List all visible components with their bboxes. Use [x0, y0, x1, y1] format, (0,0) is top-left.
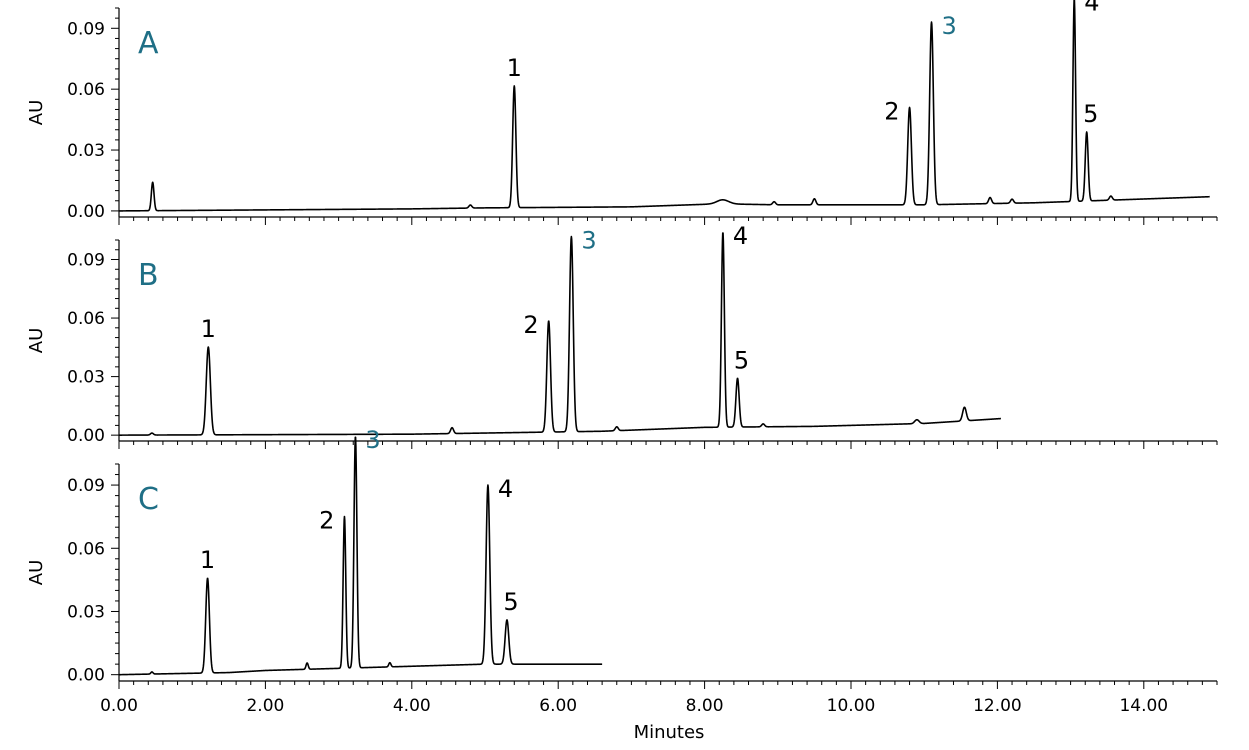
- y-tick-label: 0.00: [67, 426, 105, 446]
- peak-label: 3: [581, 227, 596, 255]
- peak-label: 2: [523, 311, 538, 339]
- peak-label: 3: [365, 426, 380, 454]
- y-tick-label: 0.06: [67, 309, 105, 329]
- y-axis-label: AU: [26, 560, 47, 586]
- y-tick-label: 0.00: [67, 666, 105, 686]
- x-tick-label: 4.00: [393, 696, 431, 716]
- chromatogram-trace-a: [118, 0, 1211, 212]
- x-tick-label: 14.00: [1119, 696, 1168, 716]
- x-axis-label: Minutes: [634, 722, 705, 743]
- y-axis-label: AU: [26, 328, 47, 354]
- y-tick-label: 0.06: [67, 539, 105, 559]
- y-tick-label: 0.03: [67, 141, 105, 161]
- peak-label: 3: [942, 12, 957, 40]
- panel-letter: C: [138, 482, 159, 517]
- chromatogram-trace-b: [118, 232, 1002, 436]
- peak-label: 1: [507, 54, 522, 82]
- peak-label: 1: [201, 315, 216, 343]
- peak-label: 1: [200, 546, 215, 574]
- y-tick-label: 0.09: [67, 476, 105, 496]
- panel-letter: B: [138, 258, 159, 293]
- y-tick-label: 0.00: [67, 202, 105, 222]
- x-tick-label: 2.00: [246, 696, 284, 716]
- panel-c: 0.000.030.060.090.00 2.00 4.00 6.00 8.00 10.0…: [26, 426, 1218, 743]
- peak-label: 5: [503, 588, 518, 616]
- peak-label: 4: [733, 222, 748, 250]
- y-tick-label: 0.03: [67, 368, 105, 388]
- panel-a: 0.00 0.03 0.06 0.09 AU A 1 2 3 4 5: [26, 0, 1218, 225]
- peak-label: 4: [1084, 0, 1099, 16]
- chromatogram-trace-c: [118, 436, 603, 676]
- peak-label: 2: [319, 507, 334, 535]
- y-tick-label: 0.09: [67, 19, 105, 39]
- y-tick-label: 0.06: [67, 80, 105, 100]
- x-tick-label: 8.00: [686, 696, 724, 716]
- x-tick-label: 6.00: [539, 696, 577, 716]
- peak-label: 4: [498, 475, 513, 503]
- y-axis-label: AU: [26, 100, 47, 126]
- peak-label: 5: [1083, 100, 1098, 128]
- x-tick-label: 0.00: [100, 696, 138, 716]
- x-tick-label: 10.00: [827, 696, 876, 716]
- peak-label: 2: [884, 97, 899, 125]
- peak-label: 5: [734, 346, 749, 374]
- y-tick-label: 0.03: [67, 602, 105, 622]
- panel-b: 0.00 0.03 0.06 0.09 AU B 1 2 3 4 5: [26, 222, 1218, 449]
- y-tick-label: 0.09: [67, 251, 105, 271]
- panel-letter: A: [138, 26, 159, 61]
- x-tick-label: 12.00: [973, 696, 1022, 716]
